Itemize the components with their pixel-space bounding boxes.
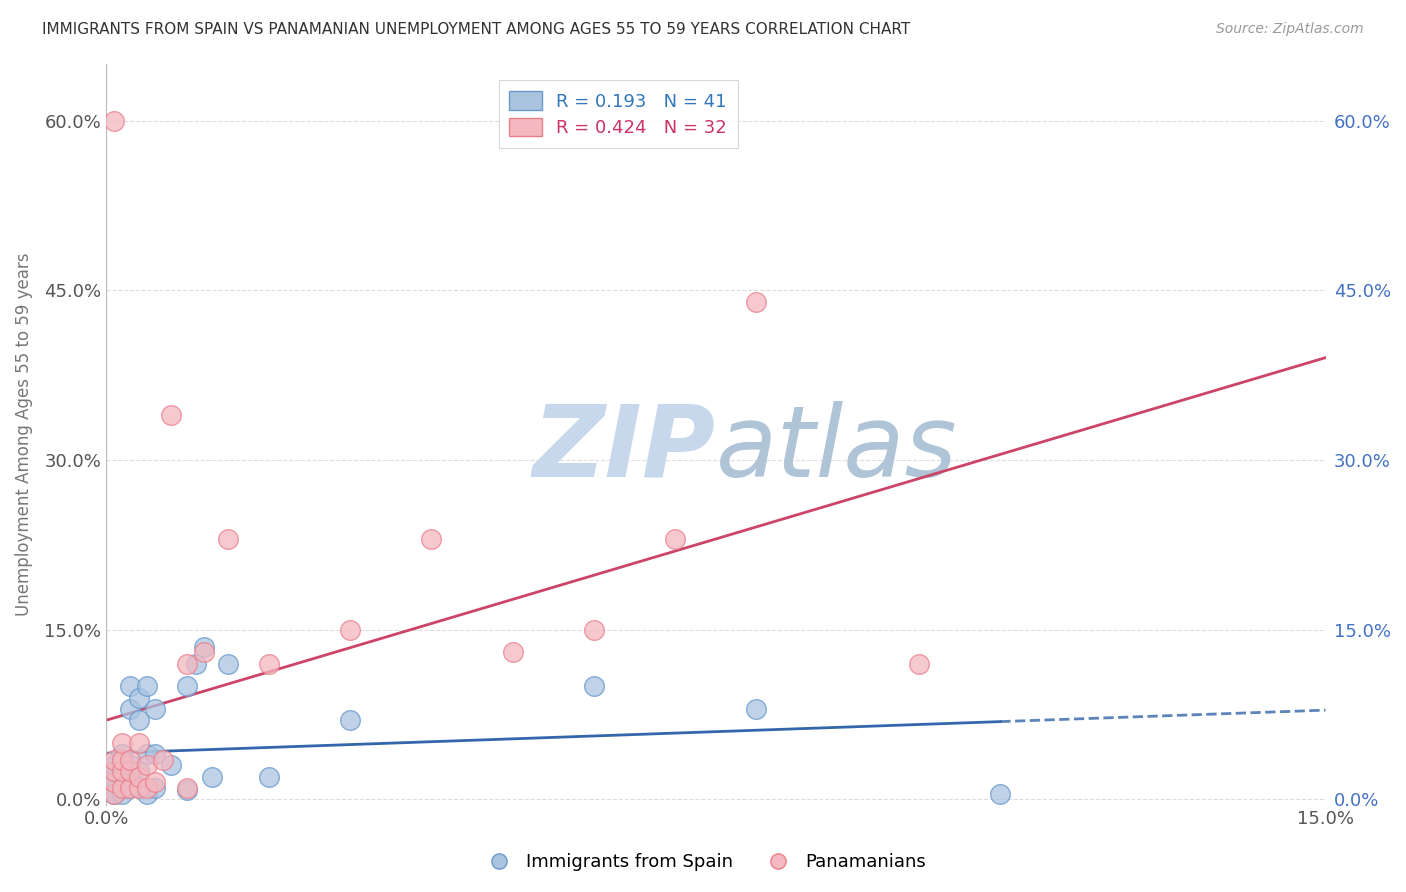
Point	[135, 758, 157, 772]
Point	[128, 770, 150, 784]
Point	[582, 679, 605, 693]
Text: atlas: atlas	[716, 401, 957, 498]
Point	[135, 781, 157, 796]
Point	[193, 640, 215, 654]
Point	[103, 775, 125, 789]
Point	[128, 764, 150, 779]
Point	[257, 770, 280, 784]
Point	[339, 623, 361, 637]
Point	[160, 408, 183, 422]
Point	[120, 679, 142, 693]
Point	[120, 781, 142, 796]
Point	[120, 770, 142, 784]
Point	[103, 781, 125, 796]
Point	[193, 645, 215, 659]
Point	[111, 758, 134, 772]
Point	[135, 747, 157, 761]
Point	[176, 679, 198, 693]
Point	[128, 713, 150, 727]
Point	[217, 657, 239, 671]
Point	[217, 533, 239, 547]
Point	[111, 781, 134, 796]
Point	[103, 787, 125, 801]
Point	[103, 758, 125, 772]
Point	[745, 294, 768, 309]
Point	[143, 775, 166, 789]
Point	[111, 753, 134, 767]
Point	[582, 623, 605, 637]
Point	[111, 764, 134, 779]
Point	[143, 781, 166, 796]
Point	[128, 690, 150, 705]
Point	[176, 657, 198, 671]
Point	[176, 783, 198, 797]
Point	[103, 753, 125, 767]
Point	[176, 781, 198, 796]
Legend: R = 0.193   N = 41, R = 0.424   N = 32: R = 0.193 N = 41, R = 0.424 N = 32	[499, 80, 738, 148]
Point	[111, 770, 134, 784]
Point	[201, 770, 224, 784]
Point	[339, 713, 361, 727]
Point	[103, 775, 125, 789]
Point	[988, 787, 1011, 801]
Point	[135, 679, 157, 693]
Point	[745, 702, 768, 716]
Point	[143, 702, 166, 716]
Point	[184, 657, 207, 671]
Point	[908, 657, 931, 671]
Point	[111, 753, 134, 767]
Point	[103, 113, 125, 128]
Point	[120, 764, 142, 779]
Point	[128, 781, 150, 796]
Y-axis label: Unemployment Among Ages 55 to 59 years: Unemployment Among Ages 55 to 59 years	[15, 252, 32, 616]
Text: IMMIGRANTS FROM SPAIN VS PANAMANIAN UNEMPLOYMENT AMONG AGES 55 TO 59 YEARS CORRE: IMMIGRANTS FROM SPAIN VS PANAMANIAN UNEM…	[42, 22, 911, 37]
Point	[111, 764, 134, 779]
Point	[257, 657, 280, 671]
Point	[120, 753, 142, 767]
Point	[111, 736, 134, 750]
Legend: Immigrants from Spain, Panamanians: Immigrants from Spain, Panamanians	[474, 847, 932, 879]
Point	[128, 736, 150, 750]
Point	[111, 787, 134, 801]
Point	[103, 787, 125, 801]
Text: Source: ZipAtlas.com: Source: ZipAtlas.com	[1216, 22, 1364, 37]
Point	[143, 747, 166, 761]
Point	[103, 770, 125, 784]
Point	[420, 533, 443, 547]
Point	[111, 781, 134, 796]
Point	[502, 645, 524, 659]
Point	[120, 781, 142, 796]
Point	[152, 753, 174, 767]
Point	[135, 787, 157, 801]
Point	[128, 781, 150, 796]
Text: ZIP: ZIP	[533, 401, 716, 498]
Point	[664, 533, 686, 547]
Point	[160, 758, 183, 772]
Point	[103, 764, 125, 779]
Point	[103, 764, 125, 779]
Point	[120, 702, 142, 716]
Point	[103, 787, 125, 801]
Point	[120, 758, 142, 772]
Point	[111, 747, 134, 761]
